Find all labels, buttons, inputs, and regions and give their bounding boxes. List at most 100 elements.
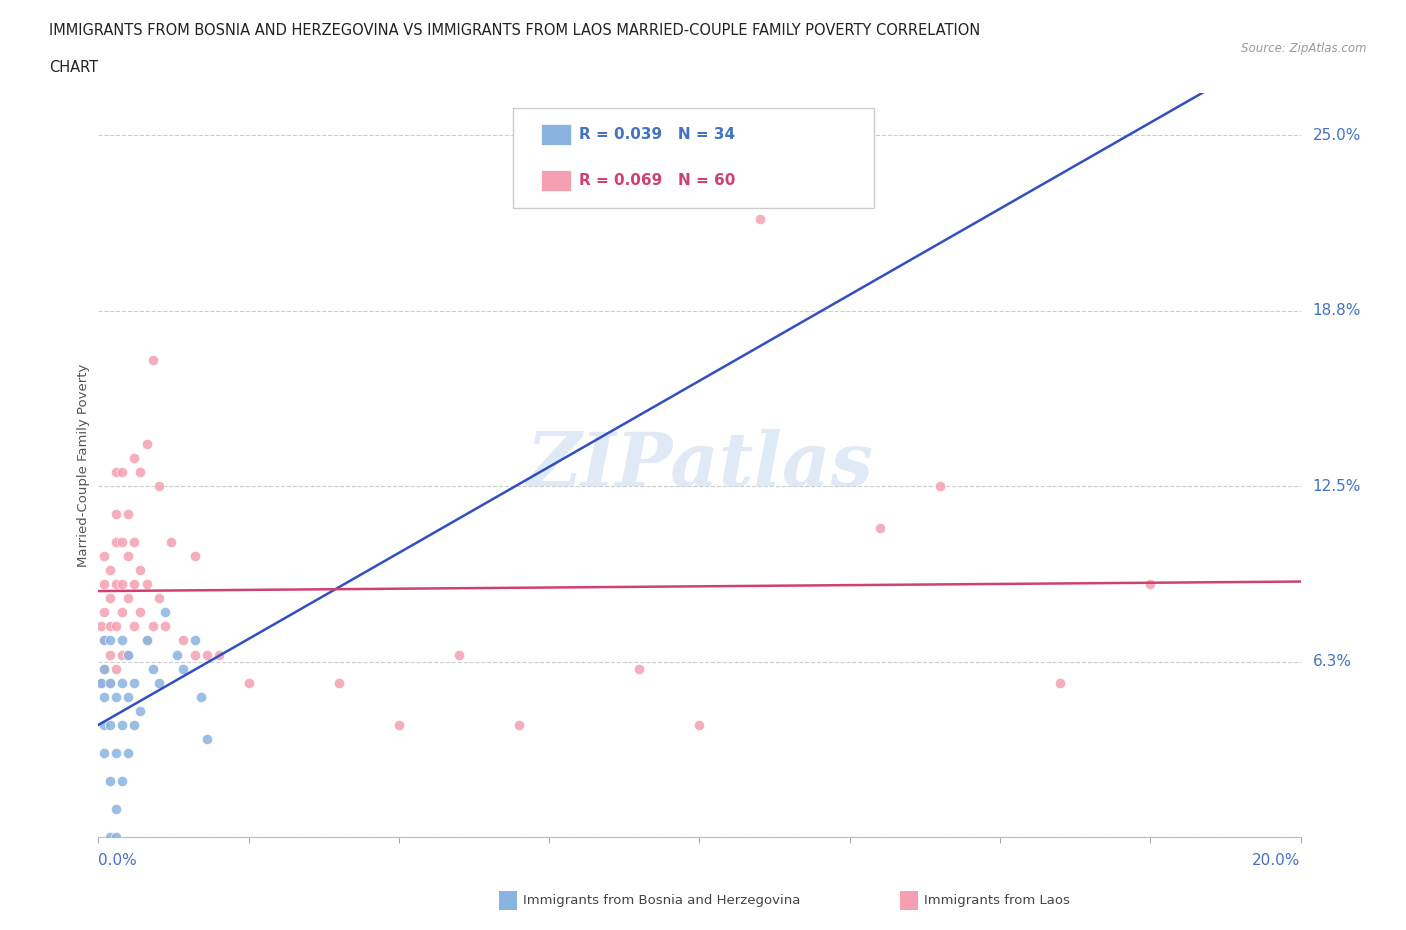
Point — [93, 745, 115, 760]
Point — [129, 563, 152, 578]
FancyBboxPatch shape — [513, 108, 873, 208]
Point — [105, 507, 128, 522]
Point — [129, 465, 152, 480]
Point — [100, 633, 122, 648]
Point — [105, 619, 128, 634]
Point — [153, 619, 176, 634]
Point — [148, 675, 170, 690]
Point — [105, 802, 128, 817]
Text: 6.3%: 6.3% — [1313, 654, 1351, 669]
Point — [100, 619, 122, 634]
Point — [93, 633, 115, 648]
Text: CHART: CHART — [49, 60, 98, 75]
Point — [117, 647, 139, 662]
Point — [124, 577, 146, 591]
Point — [111, 577, 134, 591]
Point — [208, 647, 231, 662]
Point — [1049, 675, 1071, 690]
Point — [105, 535, 128, 550]
Text: R = 0.039   N = 34: R = 0.039 N = 34 — [579, 127, 735, 142]
Point — [100, 591, 122, 605]
Point — [166, 647, 188, 662]
Point — [111, 647, 134, 662]
Text: 18.8%: 18.8% — [1313, 303, 1361, 318]
Point — [93, 604, 115, 619]
Point — [90, 619, 112, 634]
Point — [90, 675, 112, 690]
Text: Source: ZipAtlas.com: Source: ZipAtlas.com — [1241, 42, 1367, 55]
Point — [748, 212, 770, 227]
Point — [628, 661, 651, 676]
Point — [141, 352, 163, 367]
Point — [93, 633, 115, 648]
Point — [117, 549, 139, 564]
Point — [117, 507, 139, 522]
Text: 12.5%: 12.5% — [1313, 479, 1361, 494]
Point — [111, 535, 134, 550]
Point — [111, 465, 134, 480]
Point — [111, 604, 134, 619]
Text: IMMIGRANTS FROM BOSNIA AND HERZEGOVINA VS IMMIGRANTS FROM LAOS MARRIED-COUPLE FA: IMMIGRANTS FROM BOSNIA AND HERZEGOVINA V… — [49, 23, 980, 38]
Point — [929, 479, 952, 494]
Point — [159, 535, 181, 550]
Point — [129, 604, 152, 619]
Point — [105, 830, 128, 844]
Point — [195, 731, 218, 746]
Point — [117, 647, 139, 662]
Point — [124, 717, 146, 732]
Point — [111, 774, 134, 789]
Point — [153, 604, 176, 619]
Point — [100, 647, 122, 662]
Point — [100, 774, 122, 789]
Point — [124, 675, 146, 690]
Point — [183, 549, 205, 564]
Point — [238, 675, 260, 690]
Text: 0.0%: 0.0% — [98, 853, 138, 868]
Point — [111, 633, 134, 648]
FancyBboxPatch shape — [541, 170, 571, 192]
Point — [869, 521, 891, 536]
Point — [117, 689, 139, 704]
Point — [124, 619, 146, 634]
Text: Immigrants from Bosnia and Herzegovina: Immigrants from Bosnia and Herzegovina — [523, 894, 800, 907]
Point — [328, 675, 350, 690]
Point — [388, 717, 411, 732]
Point — [100, 675, 122, 690]
Point — [93, 661, 115, 676]
Point — [148, 479, 170, 494]
Point — [172, 633, 194, 648]
Point — [135, 577, 157, 591]
Point — [135, 436, 157, 451]
Point — [100, 830, 122, 844]
Point — [100, 717, 122, 732]
FancyBboxPatch shape — [541, 125, 571, 145]
Point — [508, 717, 530, 732]
Point — [190, 689, 212, 704]
Point — [111, 675, 134, 690]
Point — [148, 591, 170, 605]
Point — [90, 675, 112, 690]
Text: Immigrants from Laos: Immigrants from Laos — [924, 894, 1070, 907]
Point — [105, 745, 128, 760]
Point — [105, 689, 128, 704]
Point — [93, 549, 115, 564]
Point — [183, 633, 205, 648]
Point — [105, 465, 128, 480]
Point — [124, 450, 146, 465]
Point — [93, 577, 115, 591]
Point — [688, 717, 710, 732]
Point — [447, 647, 470, 662]
Point — [141, 661, 163, 676]
Y-axis label: Married-Couple Family Poverty: Married-Couple Family Poverty — [77, 364, 90, 566]
Point — [111, 717, 134, 732]
Point — [100, 675, 122, 690]
Text: R = 0.069   N = 60: R = 0.069 N = 60 — [579, 173, 735, 188]
Point — [93, 661, 115, 676]
Point — [129, 703, 152, 718]
Point — [141, 619, 163, 634]
Point — [183, 647, 205, 662]
Point — [172, 661, 194, 676]
Point — [93, 689, 115, 704]
Text: 25.0%: 25.0% — [1313, 127, 1361, 142]
Point — [195, 647, 218, 662]
